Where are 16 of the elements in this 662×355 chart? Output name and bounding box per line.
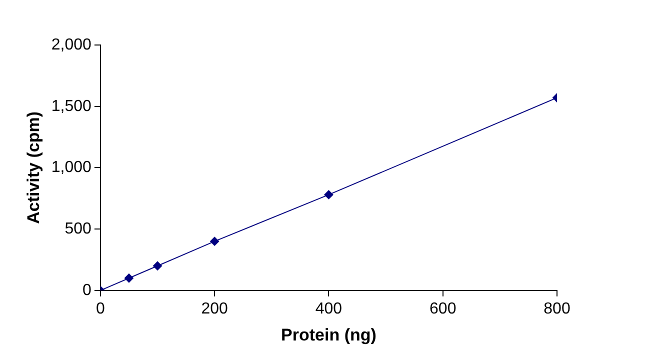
point (124, 274, 134, 283)
point (210, 236, 220, 246)
x-tick-label: 400 (315, 300, 342, 318)
x-tick-label: 200 (201, 300, 228, 318)
x-tick-label: 600 (430, 300, 456, 318)
y-tick-label: 0 (82, 282, 92, 299)
y-tick-label: 1,500 (51, 98, 92, 115)
y-axis-title: Activity (cpm) (24, 111, 43, 224)
x-tick-label: 800 (544, 300, 570, 318)
x-axis-title: Protein (ng) (281, 325, 376, 344)
x-tick-label: 0 (96, 300, 105, 318)
point (324, 190, 334, 200)
y-tick-label: 500 (64, 220, 92, 238)
y-tick-label: 1,000 (51, 159, 92, 176)
y-tick-label: 2,000 (51, 36, 92, 54)
point (153, 261, 162, 270)
